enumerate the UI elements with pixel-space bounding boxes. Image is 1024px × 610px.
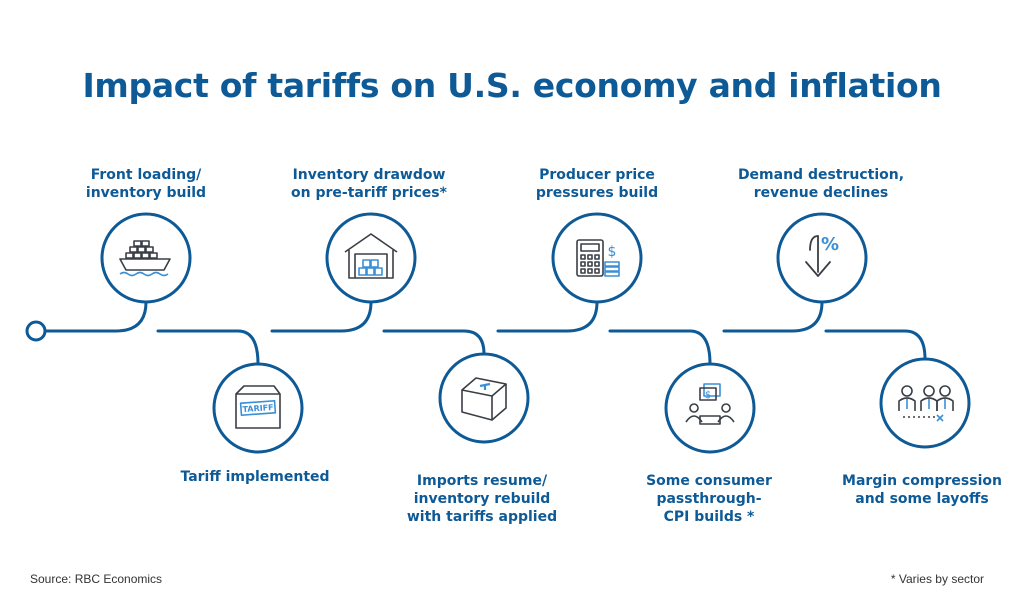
svg-text:%: % <box>821 234 839 255</box>
open-box-icon <box>461 377 507 421</box>
timeline-start-node <box>25 320 47 342</box>
layoffs-icon <box>898 385 954 422</box>
calculator-icon: $ <box>576 239 620 277</box>
connector-7 <box>722 300 824 333</box>
step-label-3: Inventory drawdow on pre-tariff prices* <box>291 167 447 201</box>
step-label-4: Imports resume/inventory rebuild with tar… <box>406 473 558 525</box>
step-label-7: Demand destruction, revenue declines <box>737 167 905 201</box>
step-node-8 <box>879 357 971 449</box>
connector-4 <box>382 329 486 356</box>
step-label-6: Some consumer passthrough- CPI builds * <box>646 473 772 525</box>
sector-footnote: * Varies by sector <box>890 572 984 586</box>
connector-3 <box>270 300 373 333</box>
svg-text:$: $ <box>608 244 617 260</box>
step-node-3 <box>325 212 417 304</box>
warehouse-icon <box>344 233 398 279</box>
step-node-4 <box>438 352 530 444</box>
page-title: Impact of tariffs on U.S. economy and in… <box>82 66 942 105</box>
svg-text:TARIFF: TARIFF <box>242 403 274 414</box>
step-label-8: Margin compression and some layoffs <box>842 473 1002 507</box>
connector-6 <box>608 329 712 366</box>
step-node-5: $ <box>551 212 643 304</box>
connector-2 <box>156 329 260 366</box>
step-label-1: Front loading/inventory build <box>85 167 207 201</box>
step-node-6: $ <box>664 362 756 454</box>
consumer-discussion-icon: $ <box>685 383 735 425</box>
step-node-7: % <box>776 212 868 304</box>
source-note: Source: RBC Economics <box>30 572 163 586</box>
cargo-ship-icon <box>119 240 171 277</box>
svg-text:$: $ <box>705 390 711 401</box>
connector-8 <box>824 329 927 361</box>
step-node-2: TARIFF <box>212 362 304 454</box>
timeline-connectors <box>43 300 927 366</box>
connector-1 <box>43 300 148 333</box>
percent-down-icon: % <box>805 234 839 277</box>
step-label-5: Producer price pressures build <box>535 167 659 201</box>
step-label-2: Tariff implemented <box>180 469 330 485</box>
tariff-box-icon: TARIFF <box>235 385 281 429</box>
connector-5 <box>496 300 599 333</box>
step-node-1 <box>100 212 192 304</box>
